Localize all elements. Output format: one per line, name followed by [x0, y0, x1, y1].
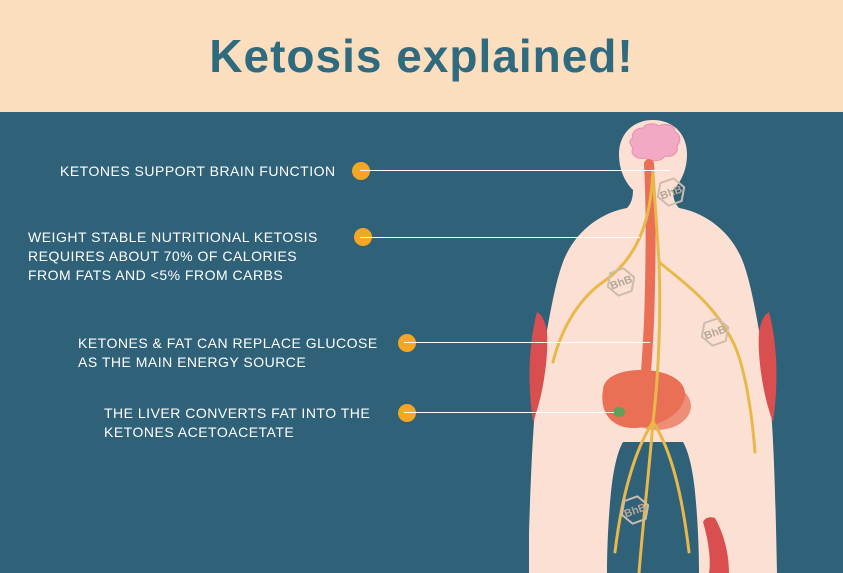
callout-dot-icon: [352, 162, 370, 180]
callout-text: WEIGHT STABLE NUTRITIONAL KETOSIS REQUIR…: [28, 228, 354, 285]
callout-dot-icon: [398, 404, 416, 422]
callout-leader-line: [404, 412, 614, 413]
callout-2: WEIGHT STABLE NUTRITIONAL KETOSIS REQUIR…: [28, 228, 372, 285]
callout-text: KETONES SUPPORT BRAIN FUNCTION: [60, 162, 352, 181]
callout-text: KETONES & FAT CAN REPLACE GLUCOSE AS THE…: [78, 334, 398, 372]
callout-leader-line: [360, 237, 640, 238]
page-title: Ketosis explained!: [209, 29, 633, 83]
header-banner: Ketosis explained!: [0, 0, 843, 112]
brain-icon: [630, 124, 680, 161]
callout-3: KETONES & FAT CAN REPLACE GLUCOSE AS THE…: [78, 334, 416, 372]
callout-leader-line: [360, 170, 670, 171]
callout-4: THE LIVER CONVERTS FAT INTO THE KETONES …: [104, 404, 416, 442]
callout-dot-icon: [398, 334, 416, 352]
main-panel: BhB BhB BhB BhB KETONES SUPPORT BRAIN FU…: [0, 112, 843, 573]
callout-text: THE LIVER CONVERTS FAT INTO THE KETONES …: [104, 404, 398, 442]
callout-leader-line: [404, 342, 650, 343]
gallbladder: [613, 407, 625, 417]
callout-1: KETONES SUPPORT BRAIN FUNCTION: [60, 162, 370, 181]
